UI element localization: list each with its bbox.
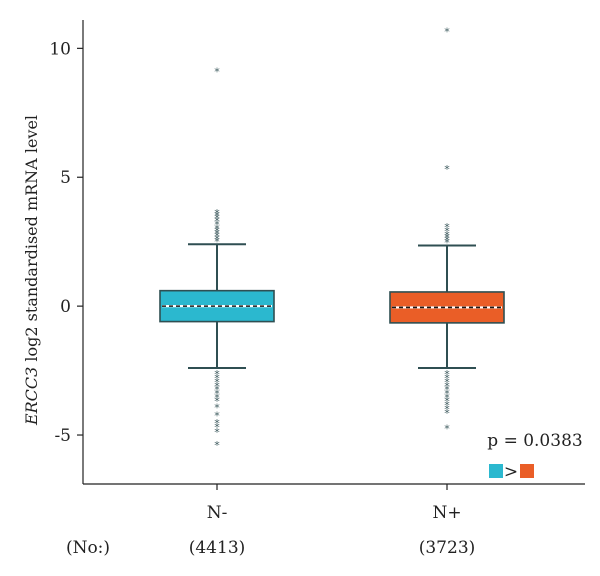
outlier-point: *: [444, 387, 450, 400]
outlier-point: *: [214, 376, 220, 389]
outlier-point: *: [214, 384, 220, 397]
outlier-point: *: [214, 233, 220, 246]
outlier-point: *: [214, 391, 220, 404]
outlier-point: *: [444, 395, 450, 408]
group-count-label: (3723): [419, 538, 476, 558]
outlier-point: *: [214, 219, 220, 232]
y-tick-label: 10: [49, 39, 71, 59]
outlier-point: *: [444, 368, 450, 381]
outlier-point: *: [444, 407, 450, 420]
outlier-point: *: [444, 403, 450, 416]
outlier-point: *: [444, 225, 450, 238]
outlier-point: *: [444, 229, 450, 242]
outlier-point: *: [444, 372, 450, 385]
outlier-point: *: [214, 380, 220, 393]
outlier-point: *: [214, 225, 220, 238]
y-axis-title: ERCC3 log2 standardised mRNA level: [22, 115, 41, 426]
outlier-point: *: [444, 25, 450, 38]
comparison-legend: >: [489, 462, 534, 482]
outlier-point: *: [214, 215, 220, 228]
p-value-label: p = 0.0383: [487, 431, 582, 451]
outlier-point: *: [214, 235, 220, 248]
x-tick-label: N-: [207, 503, 228, 523]
outlier-point: *: [444, 221, 450, 234]
y-tick-label: 5: [60, 168, 71, 188]
outlier-point: *: [444, 234, 450, 247]
outlier-point: *: [214, 212, 220, 225]
outlier-point: *: [444, 163, 450, 176]
legend-swatch-n-plus: [520, 464, 534, 478]
count-header: (No:): [66, 538, 110, 558]
outlier-point: *: [444, 384, 450, 397]
outlier-point: *: [214, 421, 220, 434]
outlier-point: *: [444, 380, 450, 393]
outlier-point: *: [444, 391, 450, 404]
group-count-label: (4413): [189, 538, 246, 558]
outlier-point: *: [444, 399, 450, 412]
outlier-point: *: [214, 207, 220, 220]
y-axis-title-gene: ERCC3: [22, 367, 41, 426]
plot-area: ****************************************…: [159, 25, 505, 452]
y-axis-title-rest: log2 standardised mRNA level: [22, 115, 41, 367]
outlier-point: *: [214, 426, 220, 439]
outlier-point: *: [214, 230, 220, 243]
axes: -5 0 5 10 N- (4413) N+ (3723): [49, 20, 585, 558]
outlier-point: *: [214, 223, 220, 236]
outlier-point: *: [214, 402, 220, 415]
y-tick-label: 0: [60, 297, 71, 317]
outlier-point: *: [214, 372, 220, 385]
outlier-point: *: [214, 417, 220, 430]
outlier-point: *: [214, 409, 220, 422]
outlier-point: *: [444, 376, 450, 389]
legend-swatch-n-minus: [489, 464, 503, 478]
outlier-point: *: [214, 65, 220, 78]
outlier-point: *: [214, 395, 220, 408]
outlier-point: *: [214, 439, 220, 452]
outlier-point: *: [444, 237, 450, 250]
comparison-symbol: >: [504, 462, 518, 482]
x-tick-label: N+: [432, 503, 461, 523]
y-tick-label: -5: [54, 426, 71, 446]
outlier-point: *: [214, 228, 220, 241]
outlier-point: *: [444, 232, 450, 245]
outlier-point: *: [214, 387, 220, 400]
outlier-point: *: [214, 210, 220, 223]
outlier-point: *: [444, 422, 450, 435]
outlier-point: *: [214, 368, 220, 381]
